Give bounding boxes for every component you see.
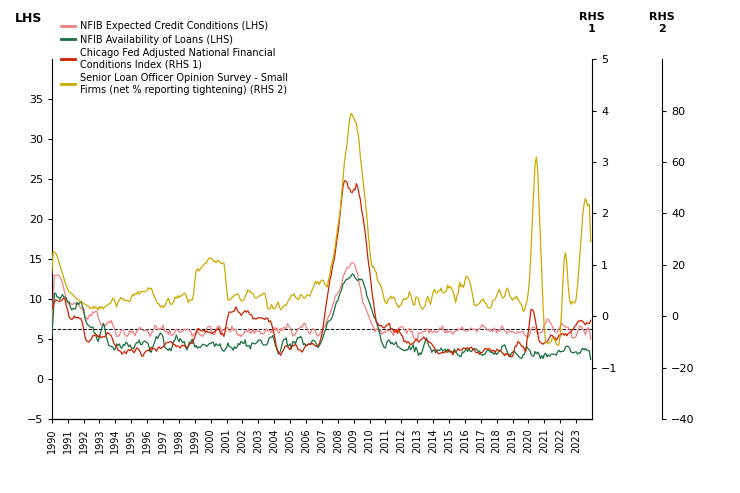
Text: LHS: LHS — [15, 12, 42, 25]
Text: RHS
2: RHS 2 — [650, 12, 675, 34]
Legend: NFIB Expected Credit Conditions (LHS), NFIB Availability of Loans (LHS), Chicago: NFIB Expected Credit Conditions (LHS), N… — [57, 17, 292, 99]
Text: RHS
1: RHS 1 — [579, 12, 605, 34]
